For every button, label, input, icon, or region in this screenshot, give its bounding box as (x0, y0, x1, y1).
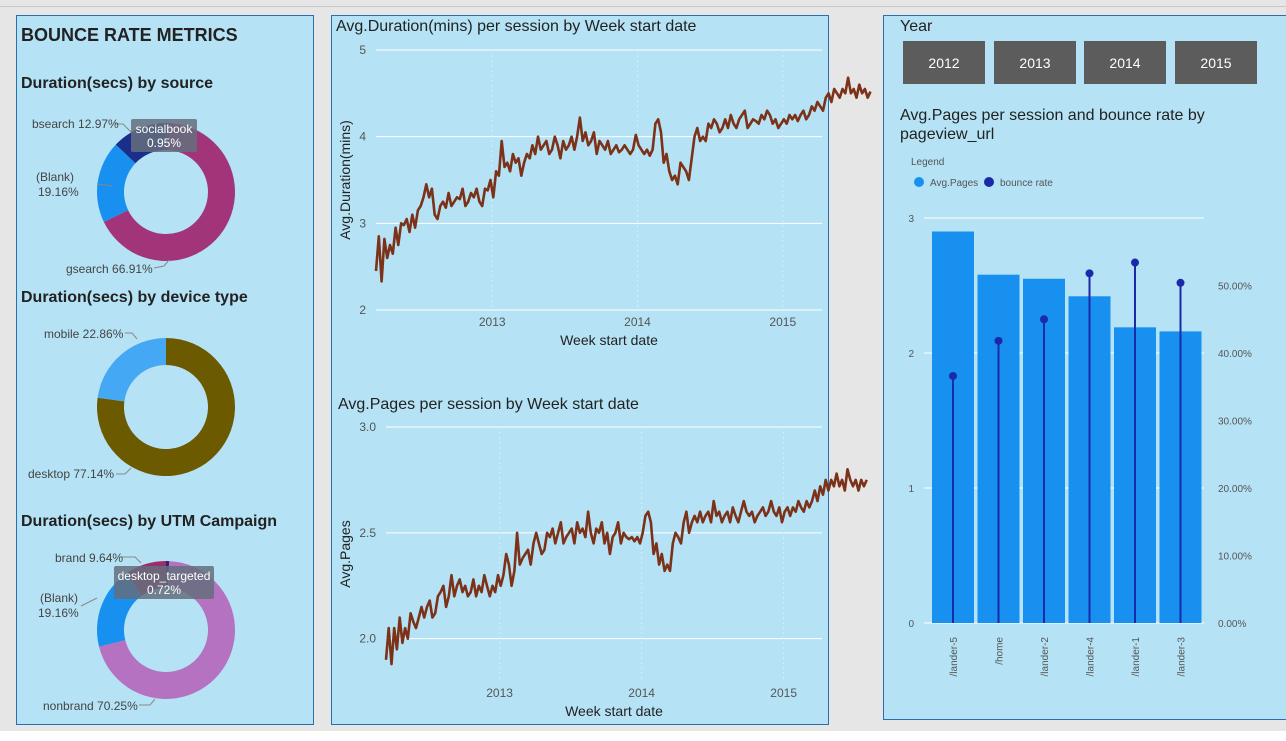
y-right-tick: 30.00% (1218, 417, 1252, 428)
donut-tooltip (131, 119, 197, 152)
line-panel: Avg.Duration(mins) per session by Week s… (331, 15, 872, 726)
x-tick-label: 2015 (770, 686, 797, 700)
year-2015-button[interactable]: 2015 (1175, 41, 1257, 84)
donut-leader-line (121, 556, 142, 564)
donut-label-pct: 19.16% (38, 606, 79, 620)
year-slicer-label: Year (900, 18, 933, 35)
donut-slice-blank (96, 144, 136, 222)
x-tick-label: 2013 (479, 315, 506, 329)
x-tick-label: 2013 (486, 686, 513, 700)
x-category-label: /lander-5 (949, 637, 960, 677)
donut-leader-line (80, 597, 98, 607)
donut-charts[interactable]: bsearch 12.97%(Blank)19.16%gsearch 66.91… (17, 16, 315, 726)
x-axis-label: Week start date (565, 703, 663, 719)
series-line (384, 467, 868, 666)
x-category-label: /lander-4 (1086, 637, 1097, 677)
donut-tooltip-pct: 0.95% (147, 136, 181, 150)
y-right-tick: 50.00% (1218, 282, 1252, 293)
y-left-tick: 2 (908, 349, 914, 360)
donut-label: mobile 22.86% (44, 327, 124, 341)
donut-label-pct: 19.16% (38, 185, 79, 199)
line-charts[interactable]: 2 3 4 5 2013 2014 2015 Week start date Avg.Durat… (332, 16, 872, 726)
donut-leader-line (96, 183, 113, 187)
combo-chart-title-line2: pageview_url (900, 126, 995, 143)
dashboard-title: BOUNCE RATE METRICS (21, 25, 238, 45)
donut-leader-line (125, 332, 138, 340)
legend-marker-bounce (984, 177, 994, 187)
legend-marker-pages (914, 177, 924, 187)
y-axis-label: Avg.Duration(mins) (337, 120, 353, 240)
bounce-point (1085, 269, 1094, 278)
x-tick-label: 2014 (624, 315, 651, 329)
y-right-tick: 20.00% (1218, 484, 1252, 495)
year-2012-button[interactable]: 2012 (903, 41, 985, 84)
y-tick-label: 4 (359, 130, 366, 144)
year-2013-button[interactable]: 2013 (994, 41, 1076, 84)
donut-slice-gsearch (103, 123, 235, 261)
y-tick-label: 2 (359, 303, 366, 317)
donut-leader-line (116, 467, 132, 475)
year-2014-button[interactable]: 2014 (1084, 41, 1166, 84)
y-left-tick: 0 (908, 619, 914, 630)
donut-leader-line (115, 123, 132, 133)
bar-panel: Year 2012 2013 2014 2015 Avg.Pages per s… (883, 15, 1286, 720)
y-tick-label: 2.0 (359, 632, 376, 646)
y-left-tick: 1 (908, 484, 914, 495)
donut-label: bsearch 12.97% (32, 117, 119, 131)
source-chart-title: Duration(secs) by source (21, 75, 214, 92)
bounce-point (994, 336, 1003, 345)
donut-label-name: (Blank) (40, 591, 78, 605)
x-category-label: /lander-2 (1040, 637, 1051, 677)
series-line (374, 76, 872, 283)
bounce-point (949, 371, 957, 380)
duration-chart-title: Avg.Duration(mins) per session by Week s… (336, 18, 697, 35)
donut-leader-line (139, 698, 156, 706)
x-category-label: /lander-1 (1131, 637, 1142, 677)
legend-label-pages: Avg.Pages (930, 178, 978, 189)
y-right-tick: 40.00% (1218, 349, 1252, 360)
donut-label: gsearch 66.91% (66, 262, 153, 276)
x-tick-label: 2015 (769, 315, 796, 329)
donut-panel: BOUNCE RATE METRICS Duration(secs) by so… (16, 15, 314, 725)
donut-tooltip-pct: 0.72% (147, 583, 181, 597)
donut-slice-mobile (97, 338, 166, 402)
combo-chart-title-line1: Avg.Pages per session and bounce rate by (900, 107, 1205, 124)
donut-label: brand 9.64% (55, 551, 123, 565)
legend-title: Legend (911, 157, 944, 168)
device-chart-title: Duration(secs) by device type (21, 289, 248, 306)
donut-label: desktop 77.14% (28, 467, 114, 481)
y-right-tick: 10.00% (1218, 552, 1252, 563)
bounce-point (1176, 278, 1185, 287)
bounce-point (1131, 258, 1139, 267)
x-category-label: /lander-3 (1177, 637, 1188, 677)
x-category-label: /home (995, 637, 1006, 665)
bounce-point (1040, 315, 1048, 324)
donut-slice-desktop (97, 338, 235, 477)
y-left-tick: 3 (908, 214, 914, 225)
y-right-tick: 0.00% (1218, 619, 1246, 630)
y-tick-label: 5 (359, 43, 366, 57)
y-tick-label: 3.0 (359, 420, 376, 434)
donut-label: nonbrand 70.25% (43, 699, 138, 713)
pages-chart-title: Avg.Pages per session by Week start date (338, 396, 639, 413)
x-tick-label: 2014 (628, 686, 655, 700)
utm-chart-title: Duration(secs) by UTM Campaign (21, 513, 278, 530)
legend-label-bounce: bounce rate (1000, 178, 1053, 189)
y-tick-label: 3 (359, 216, 366, 230)
donut-leader-line (153, 259, 170, 269)
y-axis-label: Avg.Pages (337, 520, 353, 587)
donut-label-name: (Blank) (36, 170, 74, 184)
donut-tooltip (114, 566, 214, 599)
y-tick-label: 2.5 (359, 526, 376, 540)
donut-tooltip-name: socialbook (136, 122, 194, 136)
donut-tooltip-name: desktop_targeted (118, 569, 211, 583)
x-axis-label: Week start date (560, 332, 658, 348)
